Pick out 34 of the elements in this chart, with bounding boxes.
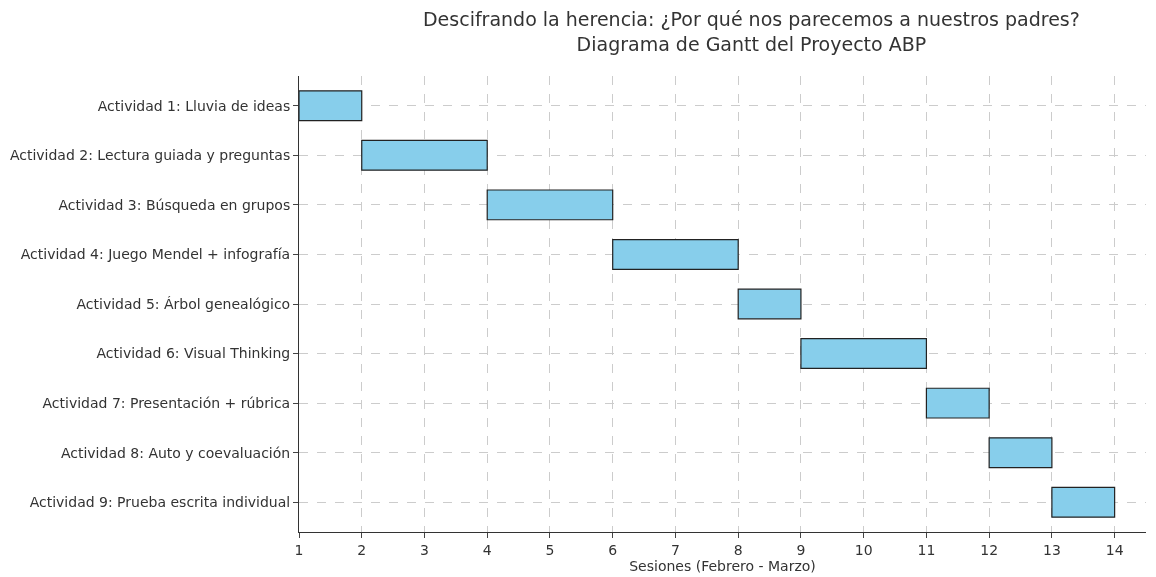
- x-axis-title: Sesiones (Febrero - Marzo): [629, 558, 816, 575]
- x-tick-label: 13: [1042, 541, 1061, 558]
- x-tick-label: 12: [980, 541, 999, 558]
- y-tick-label: Actividad 8: Auto y coevaluación: [60, 444, 291, 461]
- x-tick-label: 3: [420, 541, 429, 558]
- x-tick-label: 14: [1105, 541, 1124, 558]
- bar: [925, 387, 990, 419]
- y-tick-label: Actividad 4: Juego Mendel + infografía: [20, 246, 291, 263]
- chart-title: Descifrando la herencia: ¿Por qué nos parecemos a nuestros padres? Diagrama de Gantt del Proyecto ABP: [422, 7, 1080, 55]
- y-tick-label: Actividad 7: Presentación + rúbrica: [42, 395, 291, 412]
- y-tick-label: Actividad 2: Lectura guiada y preguntas: [9, 147, 291, 164]
- bar: [361, 139, 488, 171]
- x-tick-label: 7: [670, 541, 680, 558]
- x-tick-label: 4: [482, 541, 492, 558]
- x-tick-label: 10: [854, 541, 873, 558]
- y-tick-label: Actividad 6: Visual Thinking: [96, 345, 291, 362]
- y-tick-label: Actividad 9: Prueba escrita individual: [29, 494, 291, 511]
- x-tick-label: 6: [608, 541, 618, 558]
- bar: [800, 338, 928, 370]
- bar: [612, 238, 739, 270]
- bar: [737, 288, 802, 320]
- x-tick-label: 2: [357, 541, 367, 558]
- x-tick-label: 11: [917, 541, 936, 558]
- x-tick-label: 8: [733, 541, 743, 558]
- x-tick-label: 1: [294, 541, 304, 558]
- bar: [1051, 486, 1116, 518]
- y-tick-label: Actividad 3: Búsqueda en grupos: [58, 196, 291, 213]
- x-tick-label: 9: [796, 541, 806, 558]
- x-tick-label: 5: [545, 541, 555, 558]
- bar: [299, 90, 363, 122]
- bar: [486, 189, 614, 221]
- bar: [988, 437, 1053, 469]
- y-tick-label: Actividad 5: Árbol genealógico: [76, 295, 291, 312]
- y-tick-label: Actividad 1: Lluvia de ideas: [97, 97, 291, 114]
